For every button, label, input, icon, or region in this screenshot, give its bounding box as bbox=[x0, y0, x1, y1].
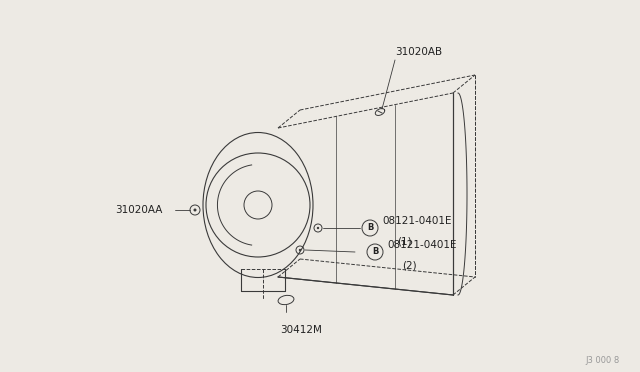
Ellipse shape bbox=[299, 249, 301, 251]
Text: 08121-0401E: 08121-0401E bbox=[382, 216, 451, 226]
Text: B: B bbox=[367, 224, 373, 232]
Text: 31020AA: 31020AA bbox=[115, 205, 163, 215]
Text: J3 000 8: J3 000 8 bbox=[586, 356, 620, 365]
Text: 31020AB: 31020AB bbox=[395, 47, 442, 57]
Ellipse shape bbox=[193, 208, 196, 212]
Text: (1): (1) bbox=[397, 237, 412, 247]
Text: B: B bbox=[372, 247, 378, 257]
Text: (2): (2) bbox=[402, 261, 417, 271]
Text: 08121-0401E: 08121-0401E bbox=[387, 240, 456, 250]
Ellipse shape bbox=[317, 227, 319, 229]
Text: 30412M: 30412M bbox=[280, 325, 322, 335]
